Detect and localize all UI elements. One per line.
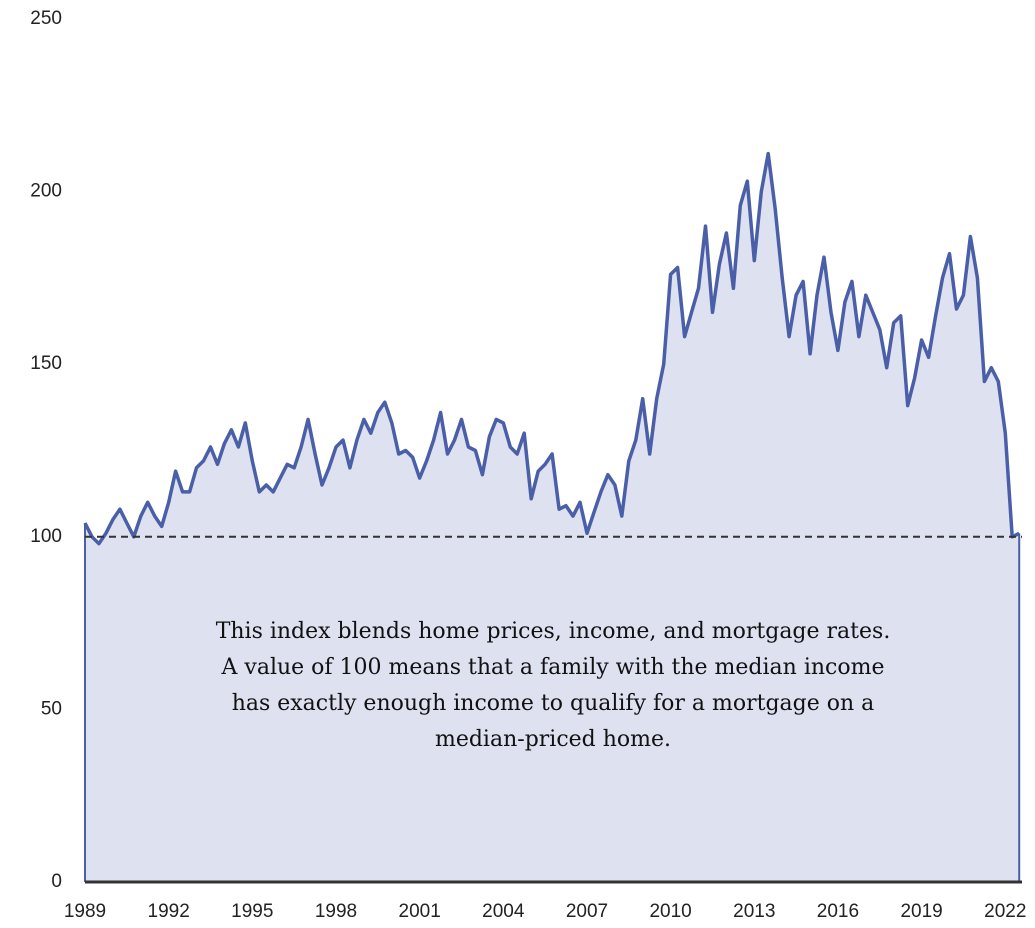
x-tick-label: 1989	[64, 901, 106, 922]
x-tick-label: 1992	[148, 901, 190, 922]
annotation: median-priced home.	[435, 727, 671, 752]
y-tick-label: 250	[30, 8, 62, 29]
y-tick-label: 200	[30, 181, 62, 202]
area	[85, 153, 1020, 883]
annotation: A value of 100 means that a family with …	[221, 655, 885, 680]
x-tick-label: 2010	[649, 901, 691, 922]
x-tick-label: 2019	[900, 901, 942, 922]
x-tick-label: 1995	[231, 901, 273, 922]
x-tick-label: 2022	[984, 901, 1026, 922]
x-tick-label: 2001	[399, 901, 441, 922]
y-tick-label: 50	[41, 698, 62, 719]
y-tick-label: 0	[51, 871, 62, 892]
x-tick-label: 1998	[315, 901, 357, 922]
x-tick-label: 2004	[482, 901, 525, 922]
y-tick-label: 100	[30, 526, 62, 547]
annotation: has exactly enough income to qualify for…	[232, 691, 875, 716]
annotation: This index blends home prices, income, a…	[216, 619, 891, 644]
x-tick-label: 2013	[733, 901, 775, 922]
x-tick-label: 2016	[817, 901, 859, 922]
line	[83, 151, 1020, 546]
y-tick-label: 150	[30, 353, 62, 374]
x-tick-label: 2007	[566, 901, 608, 922]
